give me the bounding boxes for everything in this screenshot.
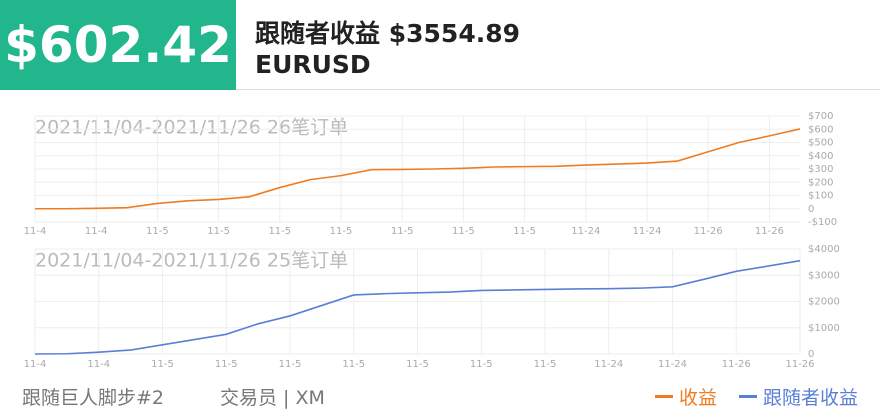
y-tick-label: $500 [808,138,833,149]
legend-label: 跟随者收益 [762,387,858,409]
x-tick-label: 11-5 [452,226,475,237]
x-tick-label: 11-26 [785,359,814,370]
x-tick-label: 11-24 [571,226,600,237]
x-tick-label: 11-5 [534,359,557,370]
legend-item: 收益 [654,383,717,410]
follower-profit: 跟随者收益 $3554.89 [255,14,520,50]
chart-title: 2021/11/04-2021/11/26 26笔订单 [35,117,348,139]
y-tick-label: $600 [808,124,833,135]
y-tick-label: $1000 [808,323,840,334]
x-tick-label: 11-24 [594,359,623,370]
divider [236,89,880,90]
x-tick-label: 11-5 [406,359,429,370]
follower-label: 跟随者收益 [255,19,381,48]
chart-title: 2021/11/04-2021/11/26 25笔订单 [35,250,348,272]
x-tick-label: 11-24 [658,359,687,370]
x-tick-label: 11-5 [146,226,169,237]
y-tick-label: 0 [808,204,814,215]
y-tick-label: -$100 [808,217,837,228]
x-tick-label: 11-5 [391,226,414,237]
x-tick-label: 11-5 [215,359,238,370]
x-tick-label: 11-5 [470,359,493,370]
x-tick-label: 11-4 [87,359,110,370]
strategy-name: 跟随巨人脚步#2 [22,387,165,409]
y-tick-label: $2000 [808,297,840,308]
x-tick-label: 11-24 [632,226,661,237]
profit-badge: $602.42 [0,0,236,90]
y-tick-label: 0 [808,349,814,360]
y-tick-label: $400 [808,151,833,162]
x-tick-label: 11-5 [279,359,302,370]
y-tick-label: $4000 [808,244,840,255]
x-tick-label: 11-4 [24,359,47,370]
y-tick-label: $3000 [808,270,840,281]
x-tick-label: 11-4 [24,226,47,237]
symbol: EURUSD [255,50,371,79]
legend-swatch [654,395,673,398]
x-tick-label: 11-5 [513,226,536,237]
y-tick-label: $200 [808,177,833,188]
x-tick-label: 11-5 [151,359,174,370]
x-tick-label: 11-5 [268,226,291,237]
x-tick-label: 11-4 [85,226,108,237]
trader-info: 交易员 | XM [220,387,325,409]
x-tick-label: 11-5 [330,226,353,237]
y-tick-label: $300 [808,164,833,175]
legend-label: 收益 [678,387,717,409]
x-tick-label: 11-26 [755,226,784,237]
x-tick-label: 11-26 [722,359,751,370]
legend-item: 跟随者收益 [738,383,858,410]
x-tick-label: 11-26 [694,226,723,237]
y-tick-label: $100 [808,191,833,202]
y-tick-label: $700 [808,111,833,122]
x-tick-label: 11-5 [207,226,230,237]
series-line [35,128,801,210]
x-tick-label: 11-5 [342,359,365,370]
legend-swatch [738,395,757,398]
series-line [34,259,801,355]
follower-value: $3554.89 [388,19,520,48]
